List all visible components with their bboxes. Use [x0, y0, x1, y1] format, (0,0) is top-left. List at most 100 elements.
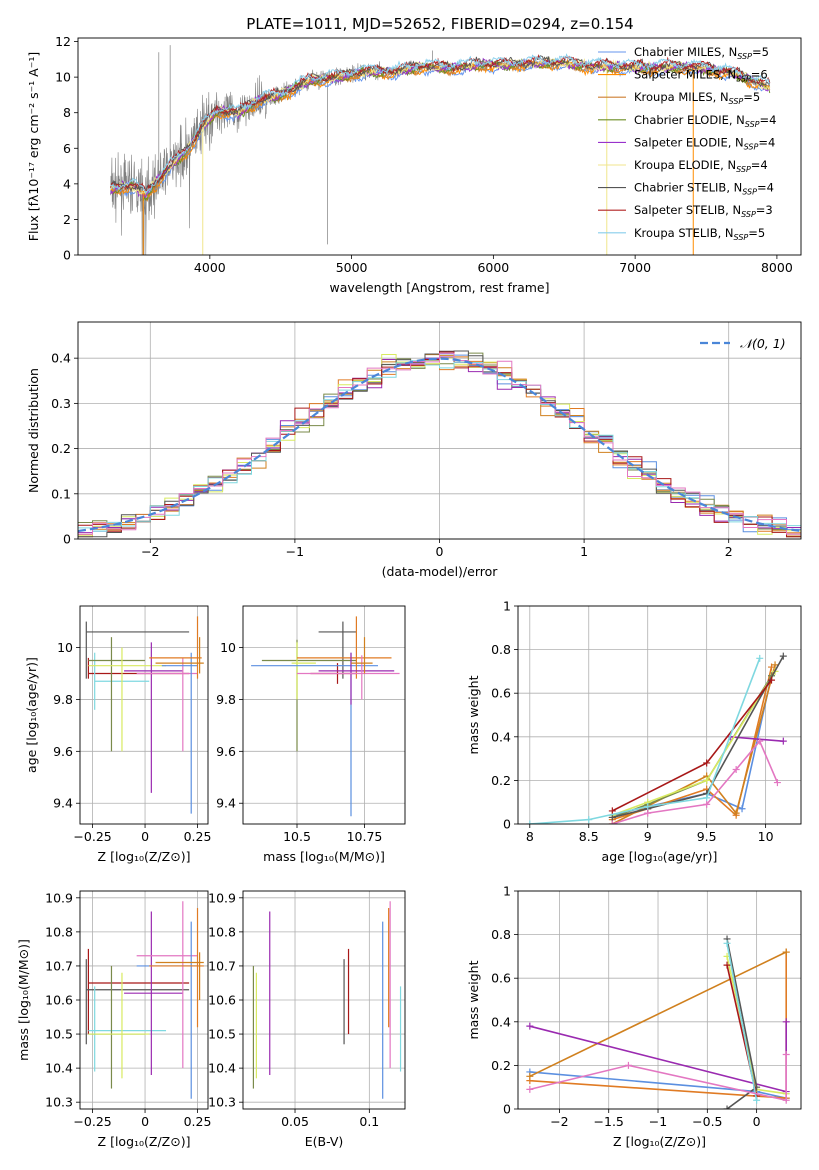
y-tick-label: 0.4: [491, 729, 511, 744]
y-tick-label: 1: [503, 884, 511, 899]
y-tick-label: 10.6: [208, 993, 236, 1008]
x-axis-label: Z [log₁₀(Z/Z⊙)]: [613, 1134, 706, 1149]
errorbar-9: [149, 616, 202, 679]
data-point: [644, 809, 652, 817]
grid-lines: [80, 606, 208, 824]
y-tick-label: 0.3: [51, 396, 71, 411]
age-vs-mass-plot: 10.5 10.75 9.4 9.6 9.8 10 mass [log₁₀(M/M⊙)]: [216, 605, 406, 864]
y-tick-label: 10.4: [45, 1061, 73, 1076]
data-point: [703, 759, 711, 767]
errorbar-8: [297, 655, 400, 700]
errorbar-6: [124, 911, 183, 1075]
x-axis-label: age [log₁₀(age/yr)]: [602, 849, 718, 864]
plot-area: [85, 616, 204, 814]
data-point: [624, 1061, 632, 1069]
mass-weight-vs-age-plot: 8 8.5 9 9.5 10 0 0.2 0.4 0.6 0.8 1 age [log₁₀(age/y…: [466, 599, 802, 864]
y-tick-label: 10.8: [45, 924, 73, 939]
spectrum-plot: 4000 5000 6000 7000 8000 0 2 4 6 8 10 12 wavelength …: [26, 34, 802, 295]
y-tick-label: 0.4: [491, 1014, 511, 1029]
y-tick-label: 0: [503, 817, 511, 832]
data-point: [753, 1096, 761, 1104]
axes-frame: [79, 890, 209, 1110]
weight-series-4: [608, 672, 776, 821]
legend-entry: Salpeter ELODIE, NSSP=4: [634, 135, 775, 151]
y-tick-label: 10.7: [45, 958, 73, 973]
data-point: [526, 1072, 534, 1080]
data-point: [703, 794, 711, 802]
y-tick-label: 9.4: [216, 796, 236, 811]
y-tick-label: 0: [63, 532, 71, 547]
weight-series-5: [726, 733, 787, 745]
data-point: [608, 820, 616, 824]
errorbar-9: [149, 908, 204, 1028]
axes-frame: [242, 605, 406, 825]
legend-entry: Salpeter STELIB, NSSP=3: [634, 203, 773, 219]
residual-histogram: −2 −1 0 1 2 0 0.1 0.2 0.3 0.4 (data-model)/error No…: [26, 321, 802, 579]
y-tick-label: 0.6: [491, 686, 511, 701]
y-tick-label: 10.7: [208, 958, 236, 973]
x-tick-label: 0: [753, 1114, 761, 1129]
y-tick-label: 1: [503, 599, 511, 614]
errorbar-3: [261, 639, 357, 752]
axes-frame: [242, 890, 406, 1110]
x-axis-label: E(B-V): [305, 1134, 344, 1149]
x-axis-label: Z [log₁₀(Z/Z⊙)]: [98, 849, 191, 864]
residual-histogram-series-10: [78, 352, 801, 535]
data-point: [526, 820, 534, 824]
y-tick-label: 0.8: [491, 927, 511, 942]
mass-vs-extinction-plot: 0.05 0.1 10.3 10.4 10.5 10.6 10.7 10.8 10.9 E(B-V…: [208, 890, 406, 1149]
grid-lines: [243, 891, 405, 1109]
grid-lines: [518, 605, 801, 825]
errorbar-9: [351, 637, 373, 674]
y-tick-label: 9.4: [53, 796, 73, 811]
legend-entry: Chabrier ELODIE, NSSP=4: [634, 113, 776, 129]
data-point: [782, 1018, 790, 1026]
x-axis-label: mass [log₁₀(M/M⊙)]: [263, 849, 385, 864]
data-point: [779, 737, 787, 745]
y-tick-label: 10.3: [208, 1095, 236, 1110]
data-point: [723, 939, 731, 947]
x-tick-label: 7000: [619, 260, 651, 275]
y-tick-label: 0.2: [491, 1058, 511, 1073]
x-tick-label: 9.5: [697, 829, 717, 844]
errorbar-4: [291, 642, 316, 700]
errorbar-3: [88, 986, 167, 1072]
figure-title: PLATE=1011, MJD=52652, FIBERID=0294, z=0…: [246, 15, 633, 33]
x-tick-label: 5000: [336, 260, 368, 275]
errorbar-5: [251, 652, 378, 817]
y-axis-label: mass [log₁₀(M/M⊙)]: [16, 939, 31, 1061]
y-tick-label: 9.8: [216, 692, 236, 707]
data-point: [768, 676, 776, 684]
axes-frame: [517, 605, 802, 825]
axes-frame: [77, 37, 802, 256]
data-point: [782, 1051, 790, 1058]
errorbar-4: [88, 965, 146, 1089]
y-tick-label: 10.5: [208, 1027, 236, 1042]
y-tick-label: 0: [503, 1102, 511, 1117]
normal-distribution-curve: [78, 357, 801, 533]
x-tick-label: 6000: [477, 260, 509, 275]
errorbar-5: [88, 972, 150, 1079]
x-tick-label: 0: [141, 1114, 149, 1129]
errorbar-1: [318, 621, 357, 679]
x-tick-label: 0.1: [359, 1114, 379, 1129]
y-tick-label: 8: [63, 105, 71, 120]
data-point: [771, 661, 779, 669]
y-tick-label: 0.2: [51, 441, 71, 456]
axes-frame: [77, 321, 802, 540]
weight-series-9: [526, 654, 764, 824]
mass-vs-metallicity-plot: −0.25 0 0.25 10.3 10.4 10.5 10.6 10.7 10.8 10.9 Z …: [16, 890, 211, 1149]
y-tick-label: 10.5: [45, 1027, 73, 1042]
y-tick-label: 0: [63, 248, 71, 263]
model-spectrum-1: [110, 59, 770, 197]
y-axis-label: mass weight: [466, 960, 481, 1039]
weight-series-8: [723, 939, 761, 1104]
data-point: [756, 654, 764, 662]
x-tick-label: 2: [725, 544, 733, 559]
x-tick-label: 10.75: [347, 829, 383, 844]
spectrum-legend: Chabrier MILES, NSSP=5 Salpeter MILES, NS…: [598, 45, 776, 242]
x-tick-label: 8.5: [579, 829, 599, 844]
model-spectrum-9: [110, 53, 771, 194]
y-axis-label: Normed distribution: [26, 368, 41, 493]
